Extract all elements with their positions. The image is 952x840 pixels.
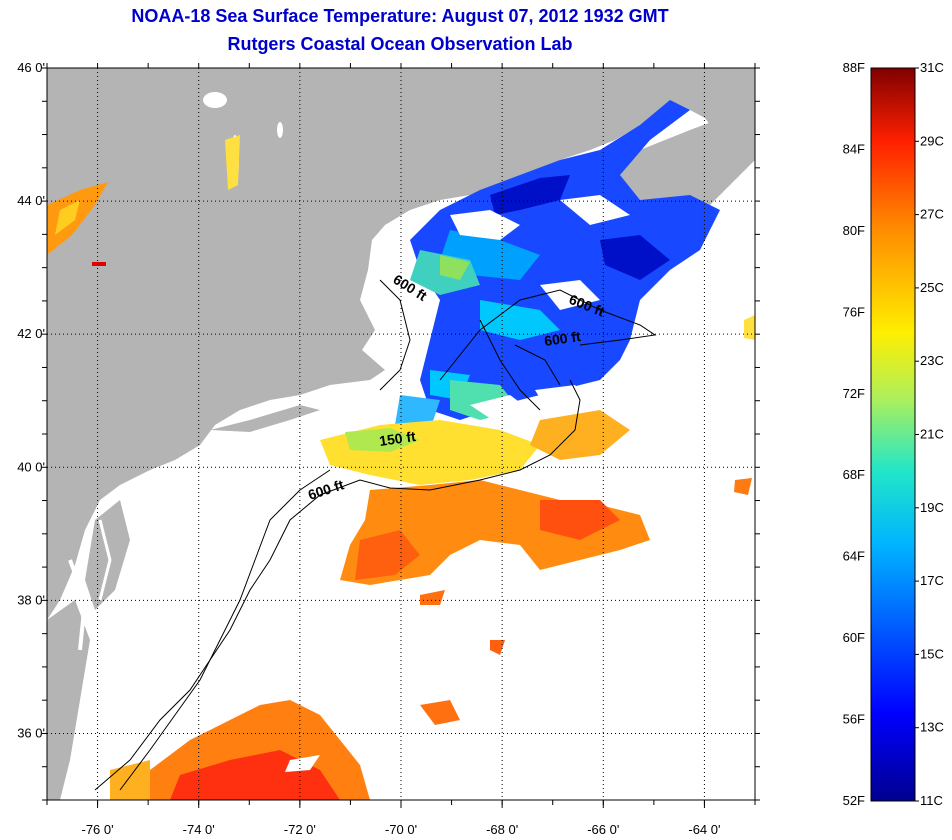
mainland-land (47, 68, 755, 620)
lon-tick-label: -68 0' (486, 822, 518, 837)
colorbar-f-label: 84F (843, 141, 865, 156)
colorbar (870, 67, 916, 802)
colorbar-c-label: 11C (920, 793, 943, 808)
lat-tick-label: 46 0' (17, 60, 45, 75)
colorbar-f-label: 76F (843, 304, 865, 319)
colorbar-f-label: 88F (843, 60, 865, 75)
colorbar-c-label: 15C (920, 646, 944, 661)
map-subtitle: Rutgers Coastal Ocean Observation Lab (227, 34, 573, 54)
colorbar-c-label: 17C (920, 573, 944, 588)
contour-label: 600 ft (306, 476, 346, 503)
shelf-warm-sst (320, 420, 540, 485)
lon-tick-label: -64 0' (688, 822, 720, 837)
colorbar-c-label: 21C (920, 427, 944, 442)
axis-labels: -76 0' -74 0' -72 0' -70 0' -68 0' -66 0' -64 … (17, 60, 720, 837)
lon-tick-label: -76 0' (82, 822, 114, 837)
colorbar-c-label: 13C (920, 720, 944, 735)
colorbar-f-label: 60F (843, 630, 865, 645)
colorbar-f-label: 52F (843, 793, 865, 808)
colorbar-c-label: 23C (920, 353, 944, 368)
colorbar-c-label: 27C (920, 207, 944, 222)
colorbar-c-label: 31C (920, 60, 944, 75)
colorbar-f-label: 64F (843, 549, 865, 564)
colorbar-ticks: 88F 84F 80F 76F 72F 68F 64F 60F 56F 52F 31C 29C 27C 2… (843, 60, 944, 808)
contour-label: 600 ft (543, 328, 582, 349)
map-title: NOAA-18 Sea Surface Temperature: August … (131, 6, 669, 26)
colorbar-f-label: 56F (843, 712, 865, 727)
lon-tick-label: -70 0' (385, 822, 417, 837)
colorbar-f-label: 72F (843, 386, 865, 401)
long-island-land (210, 405, 320, 432)
colorbar-f-label: 80F (843, 223, 865, 238)
lat-tick-label: 38 0' (17, 592, 45, 607)
lat-tick-label: 42 0' (17, 326, 45, 341)
lat-tick-label: 40 0' (17, 459, 45, 474)
lon-tick-label: -74 0' (183, 822, 215, 837)
lake-ontario-sst (47, 182, 108, 255)
colorbar-f-label: 68F (843, 467, 865, 482)
colorbar-c-label: 29C (920, 133, 944, 148)
colorbar-c-label: 25C (920, 280, 944, 295)
bathymetry-contours (94, 279, 657, 791)
colorbar-c-label: 19C (920, 500, 944, 515)
lat-tick-label: 36 0' (17, 725, 45, 740)
lon-tick-label: -72 0' (284, 822, 316, 837)
map-frame (46, 67, 756, 801)
lat-tick-label: 44 0' (17, 193, 45, 208)
gulf-of-maine-sst (410, 100, 720, 420)
contour-label: 150 ft (378, 428, 417, 449)
lon-tick-label: -66 0' (587, 822, 619, 837)
map-grid (42, 63, 760, 808)
southern-coast-land (47, 600, 90, 800)
